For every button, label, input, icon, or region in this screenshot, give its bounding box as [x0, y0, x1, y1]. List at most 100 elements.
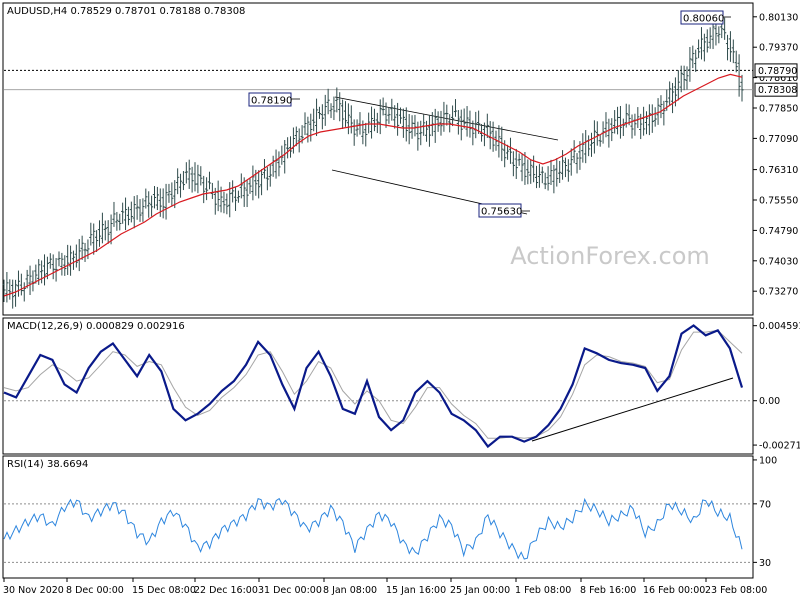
price-panel-title: AUDUSD,H4 0.78529 0.78701 0.78188 0.7830…: [7, 6, 245, 17]
ohlc-bar: [11, 279, 15, 309]
ohlc-bar: [491, 121, 495, 152]
ohlc-bar: [86, 239, 90, 260]
ohlc-bar: [569, 148, 573, 176]
ohlc-bar: [575, 153, 579, 174]
price-axis-label: 0.76310: [759, 165, 798, 176]
price-axis-label: 0.79370: [759, 43, 798, 54]
ohlc-bar: [511, 151, 515, 177]
ohlc-bar: [676, 70, 680, 101]
ohlc-bar: [181, 171, 186, 191]
ohlc-bar: [60, 252, 64, 276]
ohlc-bar: [393, 105, 397, 129]
ohlc-bar: [656, 98, 660, 125]
ohlc-bar: [456, 110, 460, 135]
ohlc-bar: [161, 188, 165, 219]
ohlc-bar: [537, 164, 542, 188]
ohlc-bar: [581, 133, 585, 163]
ohlc-bar: [28, 265, 32, 295]
ohlc-bar: [184, 162, 188, 184]
ohlc-bar: [468, 110, 472, 138]
ohlc-bar: [540, 166, 544, 184]
ohlc-bar: [312, 108, 316, 132]
ohlc-bar: [390, 98, 394, 121]
ohlc-bar: [25, 269, 29, 289]
ohlc-bar: [89, 222, 93, 246]
ohlc-bar: [103, 220, 107, 241]
ohlc-bar: [508, 137, 513, 164]
ohlc-bar: [71, 250, 76, 270]
ohlc-bar: [288, 136, 293, 158]
ohlc-bar: [178, 173, 183, 198]
ohlc-bar: [129, 201, 133, 223]
ohlc-bar: [555, 158, 559, 187]
ohlc-bar: [13, 279, 18, 307]
ohlc-bar: [543, 172, 547, 190]
ohlc-bar: [16, 270, 21, 297]
ohlc-bar: [485, 113, 489, 138]
ohlc-bar: [343, 101, 348, 127]
ohlc-bar: [630, 114, 634, 139]
time-axis-label: 8 Feb 16:00: [580, 585, 636, 596]
ohlc-bar: [187, 159, 191, 189]
ohlc-bar: [48, 253, 52, 269]
ohlc-bar: [40, 260, 44, 284]
ohlc-bar: [329, 103, 333, 119]
ohlc-bar: [578, 141, 582, 170]
ohlc-bar: [514, 148, 518, 179]
ohlc-bar: [705, 29, 709, 53]
ohlc-bar: [196, 164, 200, 194]
ohlc-bar: [144, 188, 148, 209]
price-axis-label: 0.74790: [759, 226, 798, 237]
sma-line: [3, 73, 743, 297]
macd-axis-label: 0.00: [759, 396, 780, 407]
ohlc-bar: [659, 95, 663, 119]
ohlc-bar: [97, 220, 102, 247]
rsi-axis-label: 100: [759, 455, 777, 466]
watermark: ActionForex.com: [510, 242, 710, 270]
ohlc-bar: [109, 214, 113, 245]
rsi-panel: 100 70 30 RSI(14) 38.6694: [2, 455, 777, 579]
ohlc-bar: [723, 17, 727, 40]
ohlc-bar: [384, 102, 388, 128]
ohlc-bar: [63, 255, 67, 276]
ohlc-bar: [694, 49, 698, 72]
ohlc-bar: [259, 169, 264, 196]
macd-line: [3, 324, 744, 449]
ohlc-bar: [378, 99, 382, 135]
ohlc-bar: [563, 157, 568, 178]
price-annotation-label: 0.80060: [683, 14, 724, 25]
ohlc-bar: [462, 108, 466, 129]
ohlc-bar: [740, 74, 744, 102]
ohlc-bar: [317, 106, 322, 119]
ohlc-bar: [488, 121, 492, 150]
ohlc-bar: [436, 111, 440, 132]
ohlc-bar: [520, 153, 524, 182]
price-tag-box: [754, 63, 798, 78]
ohlc-bar: [372, 108, 377, 132]
ohlc-bar: [338, 92, 342, 122]
ohlc-bar: [618, 105, 623, 139]
ohlc-bar: [416, 121, 420, 151]
ohlc-bar: [320, 104, 324, 130]
ohlc-bar: [401, 108, 405, 138]
ohlc-bar: [167, 183, 171, 203]
ohlc-bar: [558, 160, 562, 183]
ohlc-bar: [92, 223, 96, 255]
ohlc-bar: [147, 191, 151, 218]
ohlc-bar: [54, 257, 58, 282]
ohlc-bar: [396, 102, 400, 136]
ohlc-bar: [560, 150, 565, 180]
ohlc-bar: [364, 122, 368, 147]
ohlc-bar: [592, 120, 596, 154]
ohlc-bar: [407, 113, 411, 145]
ohlc-bar: [126, 206, 131, 226]
rsi-panel-title: RSI(14) 38.6694: [7, 459, 88, 470]
price-tag-label: 0.78790: [758, 66, 797, 77]
ohlc-bar: [265, 167, 269, 191]
ohlc-bar: [679, 65, 683, 93]
ohlc-bar: [138, 199, 142, 222]
ohlc-bar: [118, 213, 122, 231]
ohlc-bar: [309, 113, 313, 142]
